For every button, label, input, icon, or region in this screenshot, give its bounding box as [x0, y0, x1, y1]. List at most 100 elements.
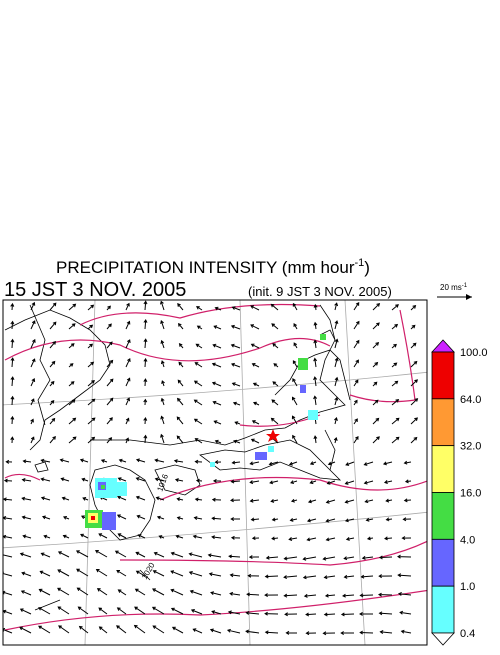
wind-arrow	[214, 460, 222, 465]
wind-arrow	[410, 324, 416, 330]
wind-arrow	[252, 382, 260, 387]
wind-arrow	[19, 552, 32, 558]
wind-arrow	[135, 458, 146, 463]
wind-arrow	[230, 324, 241, 330]
wind-arrow	[68, 399, 76, 406]
wind-arrow	[353, 379, 359, 387]
wind-arrow	[98, 626, 108, 634]
wind-arrow	[154, 458, 165, 463]
wind-arrow	[49, 399, 55, 406]
wind-arrow	[143, 417, 148, 425]
wind-arrow	[309, 480, 317, 485]
wind-arrow	[372, 322, 380, 330]
wind-arrow	[3, 478, 13, 483]
wind-arrow	[134, 588, 146, 596]
wind-arrow	[250, 305, 260, 311]
wind-arrow	[30, 398, 35, 406]
wind-arrow	[30, 358, 36, 368]
valid-time: 15 JST 3 NOV. 2005	[4, 279, 186, 301]
wind-arrow	[285, 630, 298, 635]
wind-arrow	[230, 498, 241, 503]
coastlines	[4, 304, 351, 611]
wind-arrow	[265, 555, 279, 560]
wind-arrow	[284, 612, 298, 617]
wind-arrow	[49, 321, 57, 330]
colorbar-label: 32.0	[460, 441, 481, 453]
wind-arrow	[268, 461, 279, 466]
wind-arrow	[229, 591, 241, 596]
wind-arrow	[359, 593, 374, 598]
wind-arrow	[230, 517, 240, 522]
wind-arrow	[391, 304, 399, 311]
wind-arrow	[125, 377, 131, 387]
colorbar-segment	[431, 445, 455, 493]
wind-arrow	[10, 357, 15, 368]
wind-arrow	[372, 381, 378, 387]
wind-arrow	[397, 591, 412, 596]
wind-arrow	[137, 534, 146, 539]
wind-arrow	[208, 572, 222, 577]
wind-arrow	[378, 592, 393, 597]
wind-arrow	[19, 626, 32, 634]
wind-arrow	[410, 379, 419, 387]
wind-arrow	[125, 358, 131, 368]
wind-arrow	[135, 570, 146, 577]
wind-arrow	[106, 341, 113, 349]
colorbar-segment	[431, 585, 455, 634]
wind-arrow	[49, 302, 57, 311]
wind-arrow	[40, 458, 51, 463]
wind-arrow	[178, 343, 184, 349]
wind-arrow	[384, 536, 393, 541]
wind-arrow	[306, 537, 317, 542]
wind-arrow	[303, 593, 317, 598]
vector-scale-sup: -1	[462, 283, 468, 289]
wind-arrow	[410, 305, 417, 311]
wind-arrow	[196, 325, 203, 330]
wind-arrow	[372, 342, 380, 349]
wind-arrow	[10, 395, 15, 406]
wind-arrow	[81, 477, 89, 482]
wind-arrow	[68, 381, 75, 387]
wind-arrow	[334, 357, 339, 368]
wind-arrow	[307, 499, 317, 504]
wind-arrow	[250, 438, 260, 444]
wind-arrow	[30, 418, 34, 425]
wind-arrow	[383, 480, 393, 484]
wind-arrow	[49, 435, 56, 444]
wind-arrow	[106, 323, 112, 330]
wind-arrow	[382, 461, 393, 466]
wind-arrow	[372, 436, 380, 444]
wind-arrow	[230, 479, 241, 484]
wind-arrow	[245, 629, 260, 634]
precipitation	[85, 334, 326, 530]
wind-arrow	[96, 588, 108, 596]
colorbar: 100.0 64.0 32.0 16.0 4.0 1.0 0.4	[431, 339, 488, 646]
wind-arrow	[231, 382, 241, 387]
wind-arrow	[160, 433, 165, 444]
wind-arrow	[209, 628, 222, 634]
wind-arrow	[170, 607, 184, 615]
colorbar-top-triangle	[431, 339, 455, 353]
wind-arrow	[313, 321, 318, 330]
wind-arrow	[410, 360, 418, 368]
vector-scale-text: 20 ms	[440, 283, 462, 292]
wind-arrow	[10, 302, 15, 311]
wind-arrow	[397, 554, 412, 559]
wind-arrow	[68, 417, 77, 425]
wind-arrow	[353, 339, 360, 349]
wind-arrow	[233, 439, 241, 444]
wind-arrow	[247, 573, 260, 578]
wind-arrow	[345, 461, 355, 466]
wind-arrow	[326, 480, 336, 485]
wind-arrow	[323, 575, 336, 580]
wind-arrow	[213, 420, 222, 425]
wind-arrow	[270, 417, 279, 425]
wind-arrow	[210, 591, 222, 596]
wind-arrow	[117, 533, 127, 539]
wind-arrow	[391, 323, 399, 330]
title-sup: -1	[355, 257, 365, 269]
wind-arrow	[271, 399, 279, 406]
wind-arrow	[359, 630, 374, 635]
wind-arrow	[403, 498, 412, 503]
wind-arrow	[292, 396, 298, 406]
